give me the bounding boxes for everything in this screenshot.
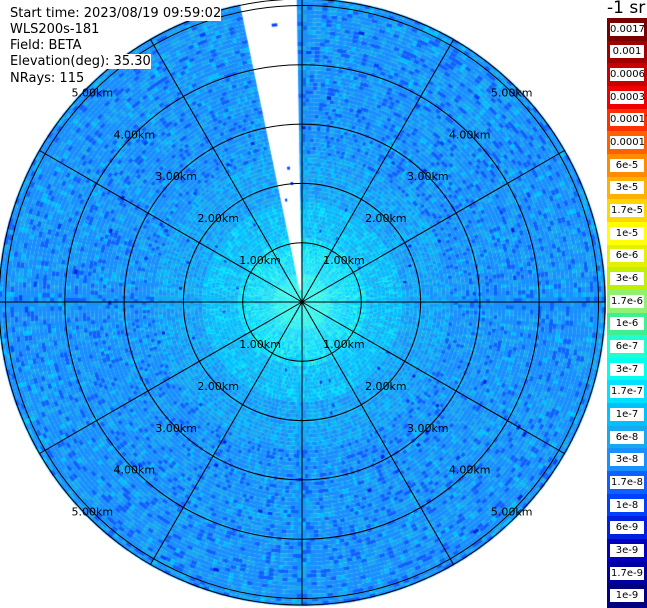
colorbar-label: 0.0017 — [610, 22, 645, 36]
range-label: 4.00km — [113, 128, 155, 141]
colorbar-label: 1.7e-8 — [610, 475, 644, 489]
range-label: 4.00km — [113, 464, 155, 477]
colorbar-label: 1.7e-6 — [610, 294, 644, 308]
range-label: 1.00km — [323, 338, 365, 351]
colorbar-label: 6e-9 — [610, 521, 644, 535]
azimuth-spoke — [39, 150, 303, 303]
azimuth-spoke — [301, 150, 565, 303]
range-label: 1.00km — [239, 254, 281, 267]
range-ring-overlay: 1.00km 1.00km 1.00km 1.00km 2.00km 2.00km 2.00… — [0, 0, 606, 606]
azimuth-spoke — [150, 301, 303, 565]
colorbar-label: 0.0001 — [610, 136, 645, 150]
range-label: 1.00km — [323, 254, 365, 267]
range-label: 3.00km — [155, 170, 197, 183]
field-text: Field: BETA — [10, 38, 82, 53]
azimuth-spoke — [39, 301, 303, 454]
colorbar-label: 3e-7 — [610, 362, 644, 376]
range-label: 2.00km — [365, 212, 407, 225]
colorbar-label: 0.00017 — [610, 113, 647, 127]
colorbar-label: 6e-6 — [610, 249, 644, 263]
colorbar-label: 1e-9 — [610, 589, 644, 603]
colorbar-label: 3e-6 — [610, 272, 644, 286]
colorbar-label: 0.001 — [610, 45, 644, 59]
range-label: 2.00km — [365, 380, 407, 393]
colorbar-label: 1.7e-9 — [610, 566, 644, 580]
elevation-text: Elevation(deg): 35.30 — [10, 54, 151, 69]
range-label: 3.00km — [155, 422, 197, 435]
range-label: 4.00km — [449, 464, 491, 477]
colorbar-label: 1e-5 — [610, 226, 644, 240]
colorbar-label: 1.7e-5 — [610, 204, 644, 218]
range-label: 5.00km — [72, 86, 114, 99]
range-label: 3.00km — [407, 170, 449, 183]
colorbar-label: 0.0003 — [610, 90, 645, 104]
colorbar-label: 1e-8 — [610, 498, 644, 512]
colorbar-label: 1.7e-7 — [610, 385, 644, 399]
range-label: 2.00km — [197, 380, 239, 393]
azimuth-spoke — [301, 301, 454, 565]
colorbar-label: 6e-7 — [610, 339, 644, 353]
range-label: 5.00km — [491, 86, 533, 99]
range-label: 5.00km — [491, 506, 533, 519]
colorbar-label: 3e-5 — [610, 181, 644, 195]
range-label: 4.00km — [449, 128, 491, 141]
colorbar-label: 1e-6 — [610, 317, 644, 331]
range-label: 5.00km — [72, 506, 114, 519]
colorbar-label: 6e-5 — [610, 158, 644, 172]
colorbar-label: 0.0006 — [610, 68, 645, 82]
nrays-text: NRays: 115 — [10, 71, 85, 86]
instrument-text: WLS200s-181 — [10, 22, 100, 37]
colorbar-unit: -1 sr — [607, 0, 646, 18]
azimuth-spoke — [150, 39, 303, 303]
azimuth-spoke — [301, 301, 565, 454]
range-label: 2.00km — [197, 212, 239, 225]
start-time-text: Start time: 2023/08/19 09:59:02 — [10, 6, 222, 21]
colorbar-label: 3e-8 — [610, 453, 644, 467]
colorbar-label: 1e-7 — [610, 407, 644, 421]
range-label: 3.00km — [407, 422, 449, 435]
range-label: 1.00km — [239, 338, 281, 351]
colorbar-label: 3e-9 — [610, 543, 644, 557]
azimuth-spoke — [301, 39, 454, 303]
colorbar: 0.0017 0.001 0.0006 0.0003 0.00017 0.0001 6e-5… — [607, 18, 647, 608]
colorbar-label: 6e-8 — [610, 430, 644, 444]
